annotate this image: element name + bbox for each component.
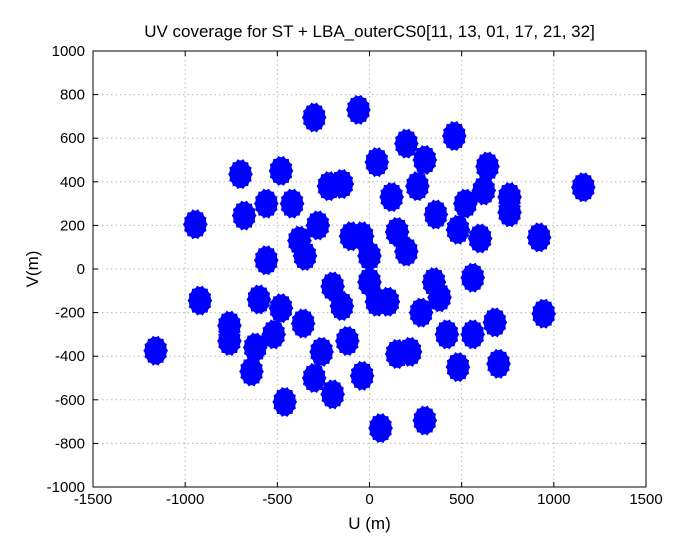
- x-tick-label: -1000: [166, 491, 204, 508]
- grid-lines: [93, 51, 646, 487]
- y-tick-label: 0: [77, 261, 85, 278]
- uv-track-point: [279, 188, 305, 219]
- uv-track-point: [393, 128, 419, 159]
- uv-track-point: [301, 102, 327, 133]
- uv-track-point: [531, 298, 557, 329]
- uv-track-point: [482, 307, 508, 338]
- x-tick-label: 500: [449, 491, 474, 508]
- uv-track-point: [384, 216, 410, 247]
- uv-track-point: [460, 262, 486, 293]
- uv-track-point: [486, 348, 511, 379]
- uv-track-point: [320, 379, 346, 410]
- uv-track-point: [301, 363, 327, 393]
- uv-track-point: [287, 225, 312, 256]
- uv-track-point: [452, 188, 478, 219]
- uv-track-point: [334, 325, 360, 356]
- y-tick-label: -200: [55, 305, 85, 322]
- uv-track-point: [242, 332, 268, 363]
- uv-track-point: [253, 245, 279, 276]
- uv-track-point: [379, 182, 405, 213]
- y-tick-label: 400: [60, 174, 85, 191]
- uv-track-point: [272, 386, 298, 417]
- uv-track-point: [368, 413, 393, 444]
- uv-track-point: [397, 336, 423, 367]
- x-tick-label: 1000: [537, 491, 570, 508]
- uv-track-point: [182, 209, 208, 240]
- uv-track-point: [346, 94, 371, 125]
- uv-track-point: [349, 221, 375, 252]
- uv-track-point: [467, 223, 493, 254]
- axis-ticks: [92, 50, 647, 488]
- uv-track-point: [309, 336, 334, 367]
- uv-track-point: [268, 155, 294, 186]
- uv-track-point: [427, 282, 452, 313]
- x-axis-label: U (m): [348, 514, 390, 533]
- y-axis-label: V(m): [23, 251, 42, 288]
- uv-track-point: [408, 297, 434, 328]
- x-tick-label: 1500: [629, 491, 662, 508]
- uv-track-point: [445, 214, 471, 245]
- chart-title: UV coverage for ST + LBA_outerCS0[11, 13…: [144, 22, 595, 41]
- uv-track-point: [231, 200, 257, 231]
- uv-track-point: [526, 222, 552, 253]
- x-tick-labels: -1500 -1000 -500 0 500 1000 1500: [74, 491, 663, 508]
- y-tick-label: -400: [55, 348, 85, 365]
- uv-track-point: [246, 284, 272, 315]
- x-tick-label: -1500: [74, 491, 112, 508]
- uv-track-point: [497, 182, 522, 213]
- uv-track-point: [412, 405, 438, 436]
- uv-track-point: [364, 147, 390, 178]
- uv-track-point: [405, 171, 430, 202]
- y-tick-label: 200: [60, 217, 85, 234]
- uv-track-point: [228, 159, 253, 190]
- uv-track-point: [305, 210, 331, 241]
- uv-track-point: [143, 335, 169, 366]
- uv-track-point: [349, 360, 375, 391]
- uv-track-point: [268, 293, 294, 324]
- uv-track-point: [261, 319, 287, 350]
- uv-track-point: [364, 286, 390, 317]
- y-tick-label: 800: [60, 87, 85, 104]
- uv-track-point: [570, 172, 596, 203]
- y-tick-label: -800: [55, 435, 85, 452]
- y-tick-labels: -1000 -800 -600 -400 -200 0 200 400 600 800 1000: [47, 43, 85, 496]
- y-tick-label: 600: [60, 130, 85, 147]
- uv-track-point: [253, 188, 279, 219]
- uv-track-point: [460, 319, 486, 350]
- uv-track-point: [290, 308, 316, 339]
- uv-track-point: [217, 325, 242, 356]
- x-tick-label: -500: [262, 491, 292, 508]
- uv-track-point: [445, 352, 471, 383]
- uv-track-point: [187, 285, 213, 316]
- uv-track-point: [471, 175, 497, 206]
- uv-track-point: [434, 319, 460, 350]
- y-tick-label: -1000: [47, 479, 85, 496]
- uv-tracks: [143, 94, 596, 444]
- uv-track-point: [329, 291, 355, 322]
- x-tick-label: 0: [365, 491, 373, 508]
- uv-track-point: [423, 199, 449, 230]
- uv-track-point: [316, 171, 342, 202]
- uv-track-point: [441, 121, 467, 152]
- uv-track-point: [475, 151, 500, 182]
- y-tick-label: -600: [55, 392, 85, 409]
- y-tick-label: 1000: [52, 43, 85, 60]
- uv-track-point: [239, 356, 264, 387]
- uv-track-point: [412, 145, 438, 175]
